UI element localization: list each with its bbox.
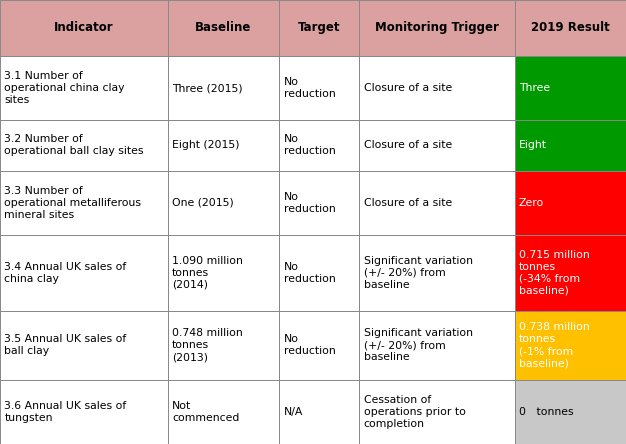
Bar	[0, 0, 168, 56]
Text: No
reduction: No reduction	[284, 135, 336, 156]
Bar	[515, 311, 626, 380]
Bar	[0, 311, 168, 380]
Bar	[515, 235, 626, 311]
Bar	[0, 120, 168, 170]
Bar	[515, 56, 626, 120]
Bar	[279, 120, 359, 170]
Bar	[515, 0, 626, 56]
Bar	[279, 56, 359, 120]
Text: 0   tonnes: 0 tonnes	[519, 407, 573, 417]
Text: 3.2 Number of
operational ball clay sites: 3.2 Number of operational ball clay site…	[4, 135, 144, 156]
Bar	[515, 120, 626, 170]
Text: 3.6 Annual UK sales of
tungsten: 3.6 Annual UK sales of tungsten	[4, 401, 126, 423]
Text: No
reduction: No reduction	[284, 192, 336, 214]
Bar	[359, 235, 515, 311]
Text: 0.748 million
tonnes
(2013): 0.748 million tonnes (2013)	[172, 328, 243, 362]
Text: Closure of a site: Closure of a site	[364, 83, 452, 93]
Bar	[0, 380, 168, 444]
Bar	[168, 235, 279, 311]
Text: No
reduction: No reduction	[284, 334, 336, 356]
Text: 0.715 million
tonnes
(-34% from
baseline): 0.715 million tonnes (-34% from baseline…	[519, 250, 590, 296]
Text: Eight: Eight	[519, 140, 547, 151]
Bar	[279, 0, 359, 56]
Bar	[515, 170, 626, 235]
Bar	[168, 0, 279, 56]
Text: 3.5 Annual UK sales of
ball clay: 3.5 Annual UK sales of ball clay	[4, 334, 126, 356]
Text: Target: Target	[298, 21, 341, 35]
Text: 3.3 Number of
operational metalliferous
mineral sites: 3.3 Number of operational metalliferous …	[4, 186, 141, 220]
Bar	[279, 170, 359, 235]
Bar	[168, 380, 279, 444]
Text: Three: Three	[519, 83, 550, 93]
Text: Significant variation
(+/- 20%) from
baseline: Significant variation (+/- 20%) from bas…	[364, 328, 473, 362]
Bar	[279, 235, 359, 311]
Bar	[279, 380, 359, 444]
Bar	[168, 56, 279, 120]
Bar	[359, 56, 515, 120]
Bar	[168, 120, 279, 170]
Text: Cessation of
operations prior to
completion: Cessation of operations prior to complet…	[364, 395, 466, 429]
Text: 2019 Result: 2019 Result	[531, 21, 610, 35]
Bar	[0, 235, 168, 311]
Bar	[359, 311, 515, 380]
Text: Zero: Zero	[519, 198, 544, 208]
Text: 0.738 million
tonnes
(-1% from
baseline): 0.738 million tonnes (-1% from baseline)	[519, 322, 590, 368]
Bar	[359, 380, 515, 444]
Bar	[0, 170, 168, 235]
Text: No
reduction: No reduction	[284, 262, 336, 284]
Text: No
reduction: No reduction	[284, 77, 336, 99]
Text: Baseline: Baseline	[195, 21, 252, 35]
Text: 1.090 million
tonnes
(2014): 1.090 million tonnes (2014)	[172, 256, 243, 290]
Bar	[168, 311, 279, 380]
Bar	[0, 56, 168, 120]
Text: Three (2015): Three (2015)	[172, 83, 243, 93]
Bar	[515, 380, 626, 444]
Bar	[168, 170, 279, 235]
Bar	[359, 120, 515, 170]
Text: Indicator: Indicator	[54, 21, 114, 35]
Text: Eight (2015): Eight (2015)	[172, 140, 240, 151]
Text: 3.1 Number of
operational china clay
sites: 3.1 Number of operational china clay sit…	[4, 71, 125, 105]
Bar	[359, 0, 515, 56]
Text: 3.4 Annual UK sales of
china clay: 3.4 Annual UK sales of china clay	[4, 262, 126, 284]
Bar	[359, 170, 515, 235]
Text: Closure of a site: Closure of a site	[364, 198, 452, 208]
Text: Closure of a site: Closure of a site	[364, 140, 452, 151]
Text: Not
commenced: Not commenced	[172, 401, 240, 423]
Text: One (2015): One (2015)	[172, 198, 234, 208]
Bar	[279, 311, 359, 380]
Text: Monitoring Trigger: Monitoring Trigger	[375, 21, 499, 35]
Text: N/A: N/A	[284, 407, 303, 417]
Text: Significant variation
(+/- 20%) from
baseline: Significant variation (+/- 20%) from bas…	[364, 256, 473, 290]
